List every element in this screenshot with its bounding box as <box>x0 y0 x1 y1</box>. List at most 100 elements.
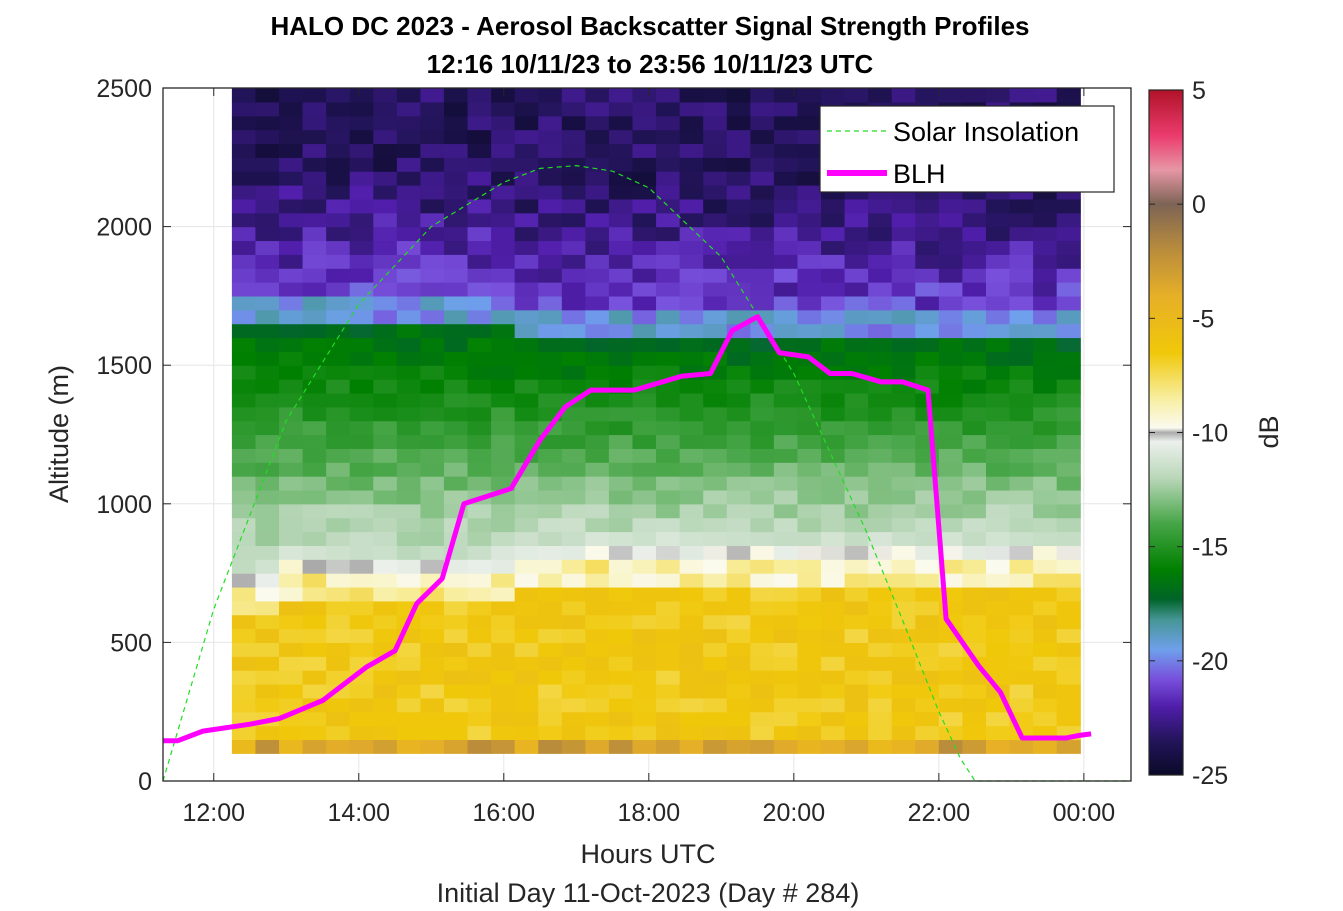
heatmap-cell <box>962 614 987 630</box>
heatmap-cell <box>797 697 822 713</box>
heatmap-cell <box>797 295 822 311</box>
heatmap-cell <box>491 725 516 741</box>
heatmap-cell <box>373 143 398 158</box>
heatmap-cell <box>656 240 681 255</box>
heatmap-cell <box>373 282 398 297</box>
heatmap-cell <box>985 337 1011 352</box>
heatmap-cell <box>632 351 657 366</box>
heatmap-cell <box>255 628 280 643</box>
heatmap-cell <box>868 212 893 228</box>
heatmap-cell <box>561 129 586 145</box>
heatmap-cell <box>420 434 445 449</box>
heatmap-cell <box>279 365 304 380</box>
heatmap-cell <box>891 476 916 491</box>
heatmap-cell <box>726 434 751 449</box>
heatmap-cell <box>420 351 445 366</box>
heatmap-cell <box>891 503 916 519</box>
heatmap-cell <box>396 683 422 699</box>
heatmap-cell <box>255 101 280 117</box>
heatmap-cell <box>679 157 704 172</box>
heatmap-cell <box>773 517 799 533</box>
colorbar-label: dB <box>1254 415 1284 448</box>
heatmap-cell <box>797 212 822 228</box>
heatmap-cell <box>703 420 728 436</box>
heatmap-cell <box>420 185 445 200</box>
heatmap-cell <box>773 448 799 463</box>
heatmap-cell <box>326 559 351 574</box>
heatmap-cell <box>608 683 634 699</box>
heatmap-cell <box>302 171 327 186</box>
heatmap-cell <box>1056 739 1081 754</box>
heatmap-cell <box>467 683 492 699</box>
heatmap-cell <box>467 309 492 325</box>
heatmap-cell <box>797 476 822 491</box>
heatmap-cell <box>396 448 422 463</box>
heatmap-cell <box>538 129 563 145</box>
blh-line <box>163 314 1092 744</box>
heatmap-cell <box>1033 295 1058 311</box>
heatmap-cell <box>679 88 704 103</box>
heatmap-cell <box>821 725 846 741</box>
heatmap-cell <box>420 628 445 643</box>
heatmap-cell <box>467 323 492 339</box>
heatmap-cell <box>797 434 822 449</box>
heatmap-cell <box>632 309 657 325</box>
heatmap-cell <box>750 656 775 671</box>
heatmap-cell <box>679 351 704 366</box>
heatmap-cell <box>349 282 374 297</box>
heatmap-cell <box>396 101 422 117</box>
heatmap-cell <box>231 517 257 533</box>
heatmap-cell <box>844 379 869 394</box>
heatmap-cell <box>962 379 987 394</box>
heatmap-cell <box>844 725 869 741</box>
heatmap-cell <box>726 489 751 505</box>
heatmap-cell <box>1033 489 1058 505</box>
heatmap-cell <box>373 614 398 630</box>
heatmap-cell <box>985 711 1011 727</box>
heatmap-cell <box>797 365 822 380</box>
heatmap-cell <box>585 129 610 145</box>
heatmap-cell <box>962 697 987 713</box>
heatmap-cell <box>302 739 327 754</box>
heatmap-cell <box>868 337 893 352</box>
heatmap-cell <box>750 573 775 588</box>
heatmap-cell <box>420 254 445 269</box>
heatmap-cell <box>797 739 822 754</box>
heatmap-cell <box>868 476 893 491</box>
heatmap-cell <box>302 586 327 602</box>
heatmap-cell <box>726 212 751 228</box>
heatmap-cell <box>538 323 563 339</box>
heatmap-cell <box>797 725 822 741</box>
heatmap-cell <box>985 254 1011 269</box>
heatmap-cell <box>915 88 940 103</box>
heatmap-cell <box>656 282 681 297</box>
heatmap-cell <box>326 268 351 283</box>
heatmap-cell <box>632 406 657 422</box>
heatmap-cell <box>962 392 987 408</box>
heatmap-cell <box>891 697 916 713</box>
heatmap-cell <box>773 420 799 436</box>
heatmap-cell <box>538 143 563 158</box>
heatmap-cell <box>773 143 799 158</box>
heatmap-cell <box>844 434 869 449</box>
heatmap-cell <box>608 295 634 311</box>
heatmap-cell <box>373 683 398 699</box>
heatmap-cell <box>231 240 257 255</box>
heatmap-cell <box>255 240 280 255</box>
heatmap-cell <box>679 489 704 505</box>
heatmap-cell <box>443 600 469 616</box>
heatmap-cell <box>420 212 445 228</box>
heatmap-cell <box>443 434 469 449</box>
y-tick-label: 1000 <box>96 491 152 519</box>
heatmap-cell <box>679 309 704 325</box>
heatmap-cell <box>632 586 657 602</box>
heatmap-cell <box>443 254 469 269</box>
heatmap-cell <box>302 725 327 741</box>
heatmap-cell <box>1009 198 1034 214</box>
heatmap-cell <box>821 226 846 242</box>
heatmap-cell <box>255 697 280 713</box>
heatmap-cell <box>561 351 586 366</box>
heatmap-cell <box>373 489 398 505</box>
heatmap-cell <box>420 115 445 131</box>
heatmap-cell <box>585 309 610 325</box>
